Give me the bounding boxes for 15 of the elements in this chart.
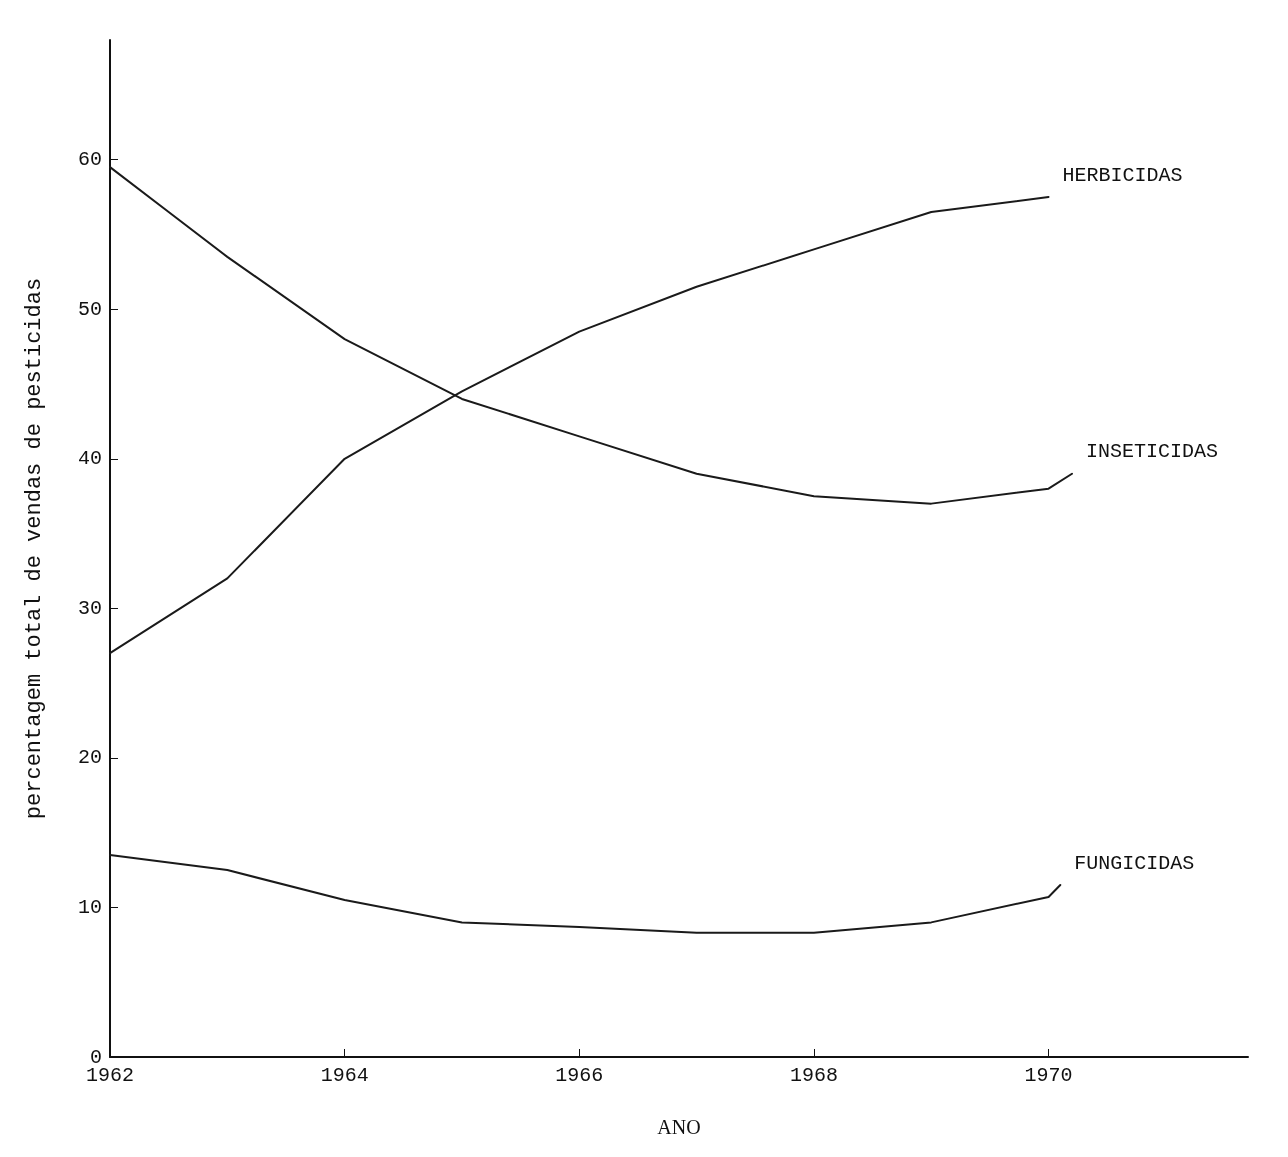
y-tick-label: 30 [77,596,102,620]
series-label: HERBICIDAS [1062,163,1183,187]
x-tick-label: 1968 [789,1063,838,1087]
x-tick-label: 1970 [1024,1063,1073,1087]
series-label: INSETICIDAS [1086,440,1219,464]
x-tick-label: 1964 [320,1063,369,1087]
y-tick-label: 40 [77,447,102,471]
y-tick-label: 10 [77,895,102,919]
series-label: FUNGICIDAS [1074,851,1195,875]
x-tick-label: 1966 [555,1063,604,1087]
x-axis-title: ANO [657,1116,701,1138]
y-tick-label: 20 [77,746,102,770]
y-axis-title: percentagem total de vendas de pesticidas [21,277,47,820]
y-tick-label: 50 [77,297,102,321]
y-tick-label: 60 [77,148,102,172]
